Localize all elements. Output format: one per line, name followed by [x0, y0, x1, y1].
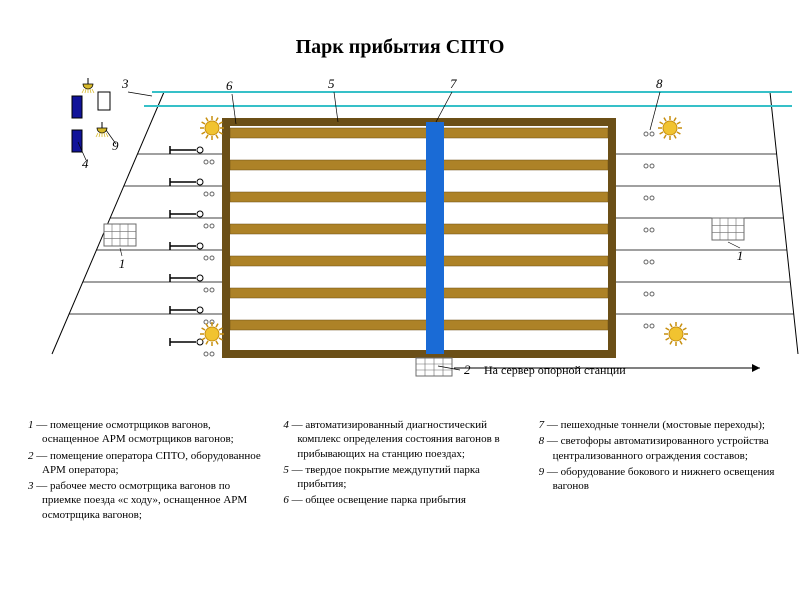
- svg-text:1: 1: [119, 256, 126, 271]
- legend-item: 6 — общее освещение парка прибытия: [283, 493, 520, 507]
- legend-col-1: 1 — помещение осмотрщиков вагонов, оснащ…: [28, 418, 265, 524]
- legend-col-3: 7 — пешеходные тоннели (мостовые переход…: [539, 418, 776, 524]
- svg-text:6: 6: [226, 78, 233, 93]
- legend-item: 5 — твердое покрытие междупутий парка пр…: [283, 463, 520, 492]
- svg-text:На сервер опорной станции: На сервер опорной станции: [484, 363, 626, 377]
- legend-item: 8 — светофоры автоматизированного устрой…: [539, 434, 776, 463]
- svg-text:7: 7: [450, 76, 457, 91]
- legend-item: 4 — автоматизированный диагностический к…: [283, 418, 520, 461]
- svg-text:3: 3: [121, 76, 129, 91]
- svg-text:5: 5: [328, 76, 335, 91]
- legend: 1 — помещение осмотрщиков вагонов, оснащ…: [28, 418, 776, 524]
- legend-item: 7 — пешеходные тоннели (мостовые переход…: [539, 418, 776, 432]
- legend-item: 9 — оборудование бокового и нижнего осве…: [539, 465, 776, 494]
- legend-item: 2 — помещение оператора СПТО, оборудован…: [28, 449, 265, 478]
- legend-col-2: 4 — автоматизированный диагностический к…: [283, 418, 520, 524]
- svg-text:1: 1: [737, 248, 744, 263]
- svg-text:8: 8: [656, 76, 663, 91]
- svg-text:2: 2: [464, 362, 471, 377]
- legend-item: 1 — помещение осмотрщиков вагонов, оснащ…: [28, 418, 265, 447]
- legend-item: 3 — рабочее место осмотрщика вагонов по …: [28, 479, 265, 522]
